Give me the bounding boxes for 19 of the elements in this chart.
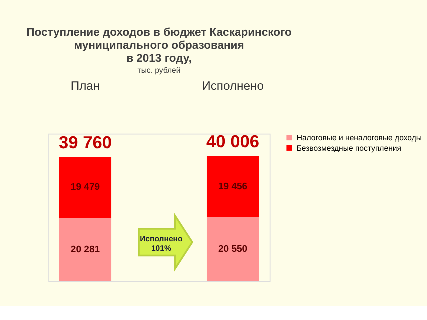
data-label: 19 479 (70, 182, 100, 194)
data-label: 19 456 (218, 181, 248, 192)
data-label: 20 281 (70, 244, 101, 256)
legend-label: Налоговые и неналоговые доходы (296, 133, 422, 142)
text: Поступление доходов в бюджет Каскаринского (26, 26, 292, 39)
total-label: 39 760 (58, 132, 112, 153)
annotation: Исполнено 101% (140, 234, 183, 254)
text: в 2013 году, (126, 52, 192, 65)
x-tick-label: План (70, 79, 100, 94)
bar (59, 157, 112, 218)
x-tick-label: Исполнено (202, 79, 264, 94)
legend-label: Безвозмездные поступления (296, 144, 402, 153)
data-label: 20 550 (218, 244, 248, 255)
total-label: 40 006 (206, 132, 260, 152)
bar (206, 217, 260, 282)
text: муниципального образования (74, 40, 244, 52)
bar (206, 156, 260, 218)
chart-subtitle: тыс. рублей (138, 66, 181, 76)
bar (59, 218, 112, 282)
